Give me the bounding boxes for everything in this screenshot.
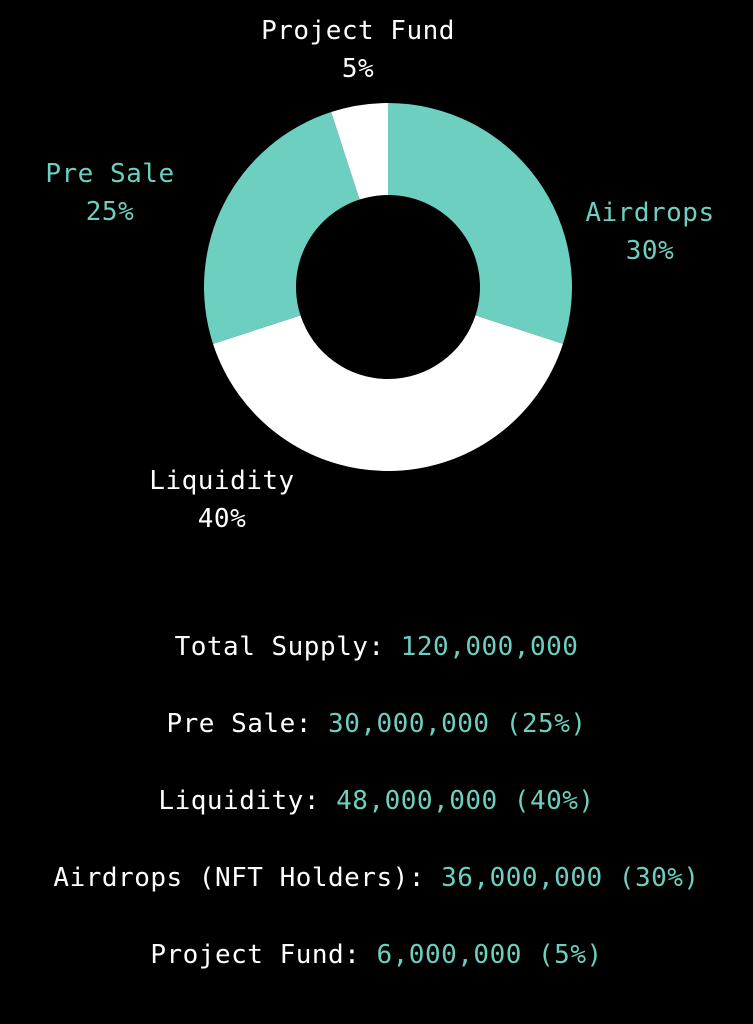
- supply-row-value: 120,000,000: [400, 632, 579, 662]
- label-pre-sale-pct: 25%: [85, 197, 135, 227]
- supply-row-pre-sale: Pre Sale: 30,000,000 (25%): [0, 700, 753, 777]
- supply-row-label: Total Supply:: [174, 632, 385, 662]
- supply-row-label: Airdrops (NFT Holders):: [53, 863, 425, 893]
- supply-row-value: 6,000,000 (5%): [376, 940, 603, 970]
- label-liquidity: Liquidity 40%: [142, 462, 302, 538]
- slice-liquidity: [213, 315, 563, 472]
- slice-project-fund: [331, 103, 388, 200]
- label-airdrops-pct: 30%: [625, 236, 675, 266]
- label-airdrops: Airdrops 30%: [580, 194, 720, 270]
- label-airdrops-name: Airdrops: [585, 198, 715, 228]
- label-pre-sale: Pre Sale 25%: [40, 155, 180, 231]
- supply-row-liquidity: Liquidity: 48,000,000 (40%): [0, 777, 753, 854]
- supply-breakdown-list: Total Supply: 120,000,000 Pre Sale: 30,0…: [0, 623, 753, 1008]
- slice-airdrops: [388, 103, 572, 344]
- supply-row-airdrops: Airdrops (NFT Holders): 36,000,000 (30%): [0, 854, 753, 931]
- supply-row-value: 48,000,000 (40%): [336, 786, 595, 816]
- label-project-fund-pct: 5%: [341, 54, 375, 84]
- supply-row-project-fund: Project Fund: 6,000,000 (5%): [0, 931, 753, 1008]
- supply-row-label: Liquidity:: [158, 786, 320, 816]
- label-liquidity-pct: 40%: [197, 504, 247, 534]
- tokenomics-donut-chart: [203, 103, 572, 472]
- supply-row-total: Total Supply: 120,000,000: [0, 623, 753, 700]
- supply-row-value: 30,000,000 (25%): [328, 709, 587, 739]
- supply-row-label: Project Fund:: [150, 940, 361, 970]
- label-liquidity-name: Liquidity: [149, 466, 295, 496]
- supply-row-value: 36,000,000 (30%): [441, 863, 700, 893]
- supply-row-label: Pre Sale:: [166, 709, 312, 739]
- label-pre-sale-name: Pre Sale: [45, 159, 175, 189]
- label-project-fund: Project Fund 5%: [248, 12, 468, 88]
- label-project-fund-name: Project Fund: [261, 16, 455, 46]
- slice-pre-sale: [203, 112, 360, 344]
